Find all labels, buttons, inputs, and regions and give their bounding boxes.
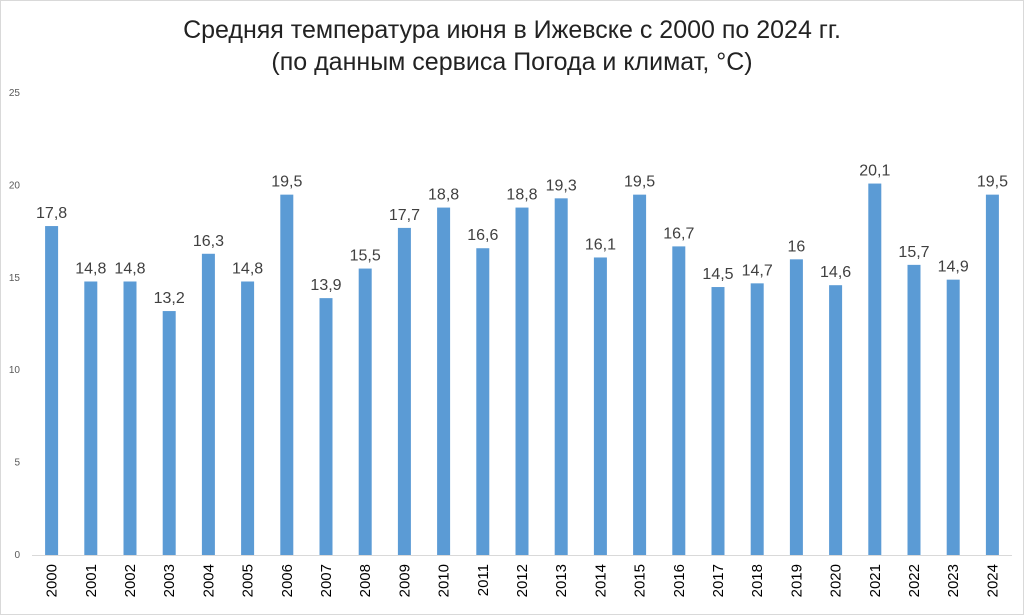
data-label: 14,7 <box>742 262 773 279</box>
chart-title-line2: (по данным сервиса Погода и климат, °C) <box>271 48 753 76</box>
x-tick-label: 2014 <box>592 564 609 597</box>
data-label: 14,8 <box>75 260 106 277</box>
bar <box>985 194 999 555</box>
x-tick-label: 2023 <box>945 564 962 597</box>
x-tick-label: 2011 <box>475 564 492 596</box>
bar <box>711 287 725 555</box>
x-tick-label: 2021 <box>867 564 884 597</box>
bar <box>397 227 411 556</box>
x-tick-label: 2004 <box>200 564 217 597</box>
data-label: 14,8 <box>232 260 263 277</box>
bar <box>672 246 686 555</box>
x-tick-label: 2005 <box>240 564 257 597</box>
chart-title-line1: Средняя температура июня в Ижевске с 200… <box>183 16 841 44</box>
bar <box>750 283 764 555</box>
data-label: 15,7 <box>898 244 929 261</box>
bar <box>319 298 333 555</box>
data-label: 18,8 <box>428 187 459 204</box>
bar <box>907 264 921 555</box>
x-tick-label: 2003 <box>161 564 178 597</box>
bar <box>946 279 960 555</box>
bar <box>633 194 647 555</box>
data-label: 15,5 <box>350 248 381 265</box>
data-label: 16,3 <box>193 233 224 250</box>
bar <box>868 183 882 555</box>
data-label: 14,9 <box>938 259 969 276</box>
data-label: 16,6 <box>467 227 498 244</box>
x-tick-label: 2001 <box>83 564 100 597</box>
data-label: 14,8 <box>114 260 145 277</box>
x-tick-label: 2018 <box>749 564 766 597</box>
data-label: 16,1 <box>585 236 616 253</box>
data-label: 13,2 <box>154 290 185 307</box>
bar <box>123 281 137 555</box>
y-tick-label: 10 <box>9 365 21 376</box>
data-label: 19,5 <box>977 174 1008 191</box>
bar <box>437 207 451 556</box>
bar <box>84 281 98 555</box>
data-label: 13,9 <box>310 277 341 294</box>
x-tick-label: 2010 <box>436 564 453 597</box>
data-label: 18,8 <box>506 187 537 204</box>
x-tick-label: 2000 <box>44 564 61 597</box>
data-label: 19,3 <box>546 177 577 194</box>
data-label: 16 <box>788 238 806 255</box>
x-tick-label: 2019 <box>788 564 805 597</box>
x-tick-label: 2008 <box>357 564 374 597</box>
x-tick-label: 2007 <box>318 564 335 597</box>
x-tick-label: 2002 <box>122 564 139 597</box>
x-tick-label: 2009 <box>396 564 413 597</box>
x-tick-label: 2012 <box>514 564 531 597</box>
data-label: 20,1 <box>859 163 890 180</box>
y-tick-label: 25 <box>9 88 21 99</box>
bar <box>241 281 255 555</box>
data-label: 14,6 <box>820 264 851 281</box>
data-label: 14,5 <box>702 266 733 283</box>
bar <box>280 194 294 555</box>
data-label: 17,7 <box>389 207 420 224</box>
data-label: 17,8 <box>36 205 67 222</box>
bar <box>201 253 215 555</box>
data-label: 16,7 <box>663 225 694 242</box>
bar <box>45 226 59 555</box>
x-tick-label: 2006 <box>279 564 296 597</box>
x-tick-label: 2024 <box>984 564 1001 597</box>
x-tick-label: 2015 <box>632 564 649 597</box>
x-tick-label: 2022 <box>906 564 923 597</box>
bar <box>162 311 176 555</box>
bar <box>829 285 843 555</box>
y-tick-label: 15 <box>9 273 21 284</box>
y-tick-label: 20 <box>9 180 21 191</box>
data-label: 19,5 <box>271 174 302 191</box>
bar <box>789 259 803 555</box>
x-tick-label: 2016 <box>671 564 688 597</box>
bar <box>476 248 490 555</box>
bar <box>554 198 568 555</box>
y-tick-label: 5 <box>14 458 20 469</box>
bar <box>515 207 529 556</box>
bar <box>358 268 372 555</box>
x-tick-label: 2013 <box>553 564 570 597</box>
data-label: 19,5 <box>624 174 655 191</box>
bar <box>593 257 607 555</box>
x-tick-label: 2020 <box>828 564 845 597</box>
x-tick-label: 2017 <box>710 564 727 597</box>
y-tick-label: 0 <box>14 550 20 561</box>
